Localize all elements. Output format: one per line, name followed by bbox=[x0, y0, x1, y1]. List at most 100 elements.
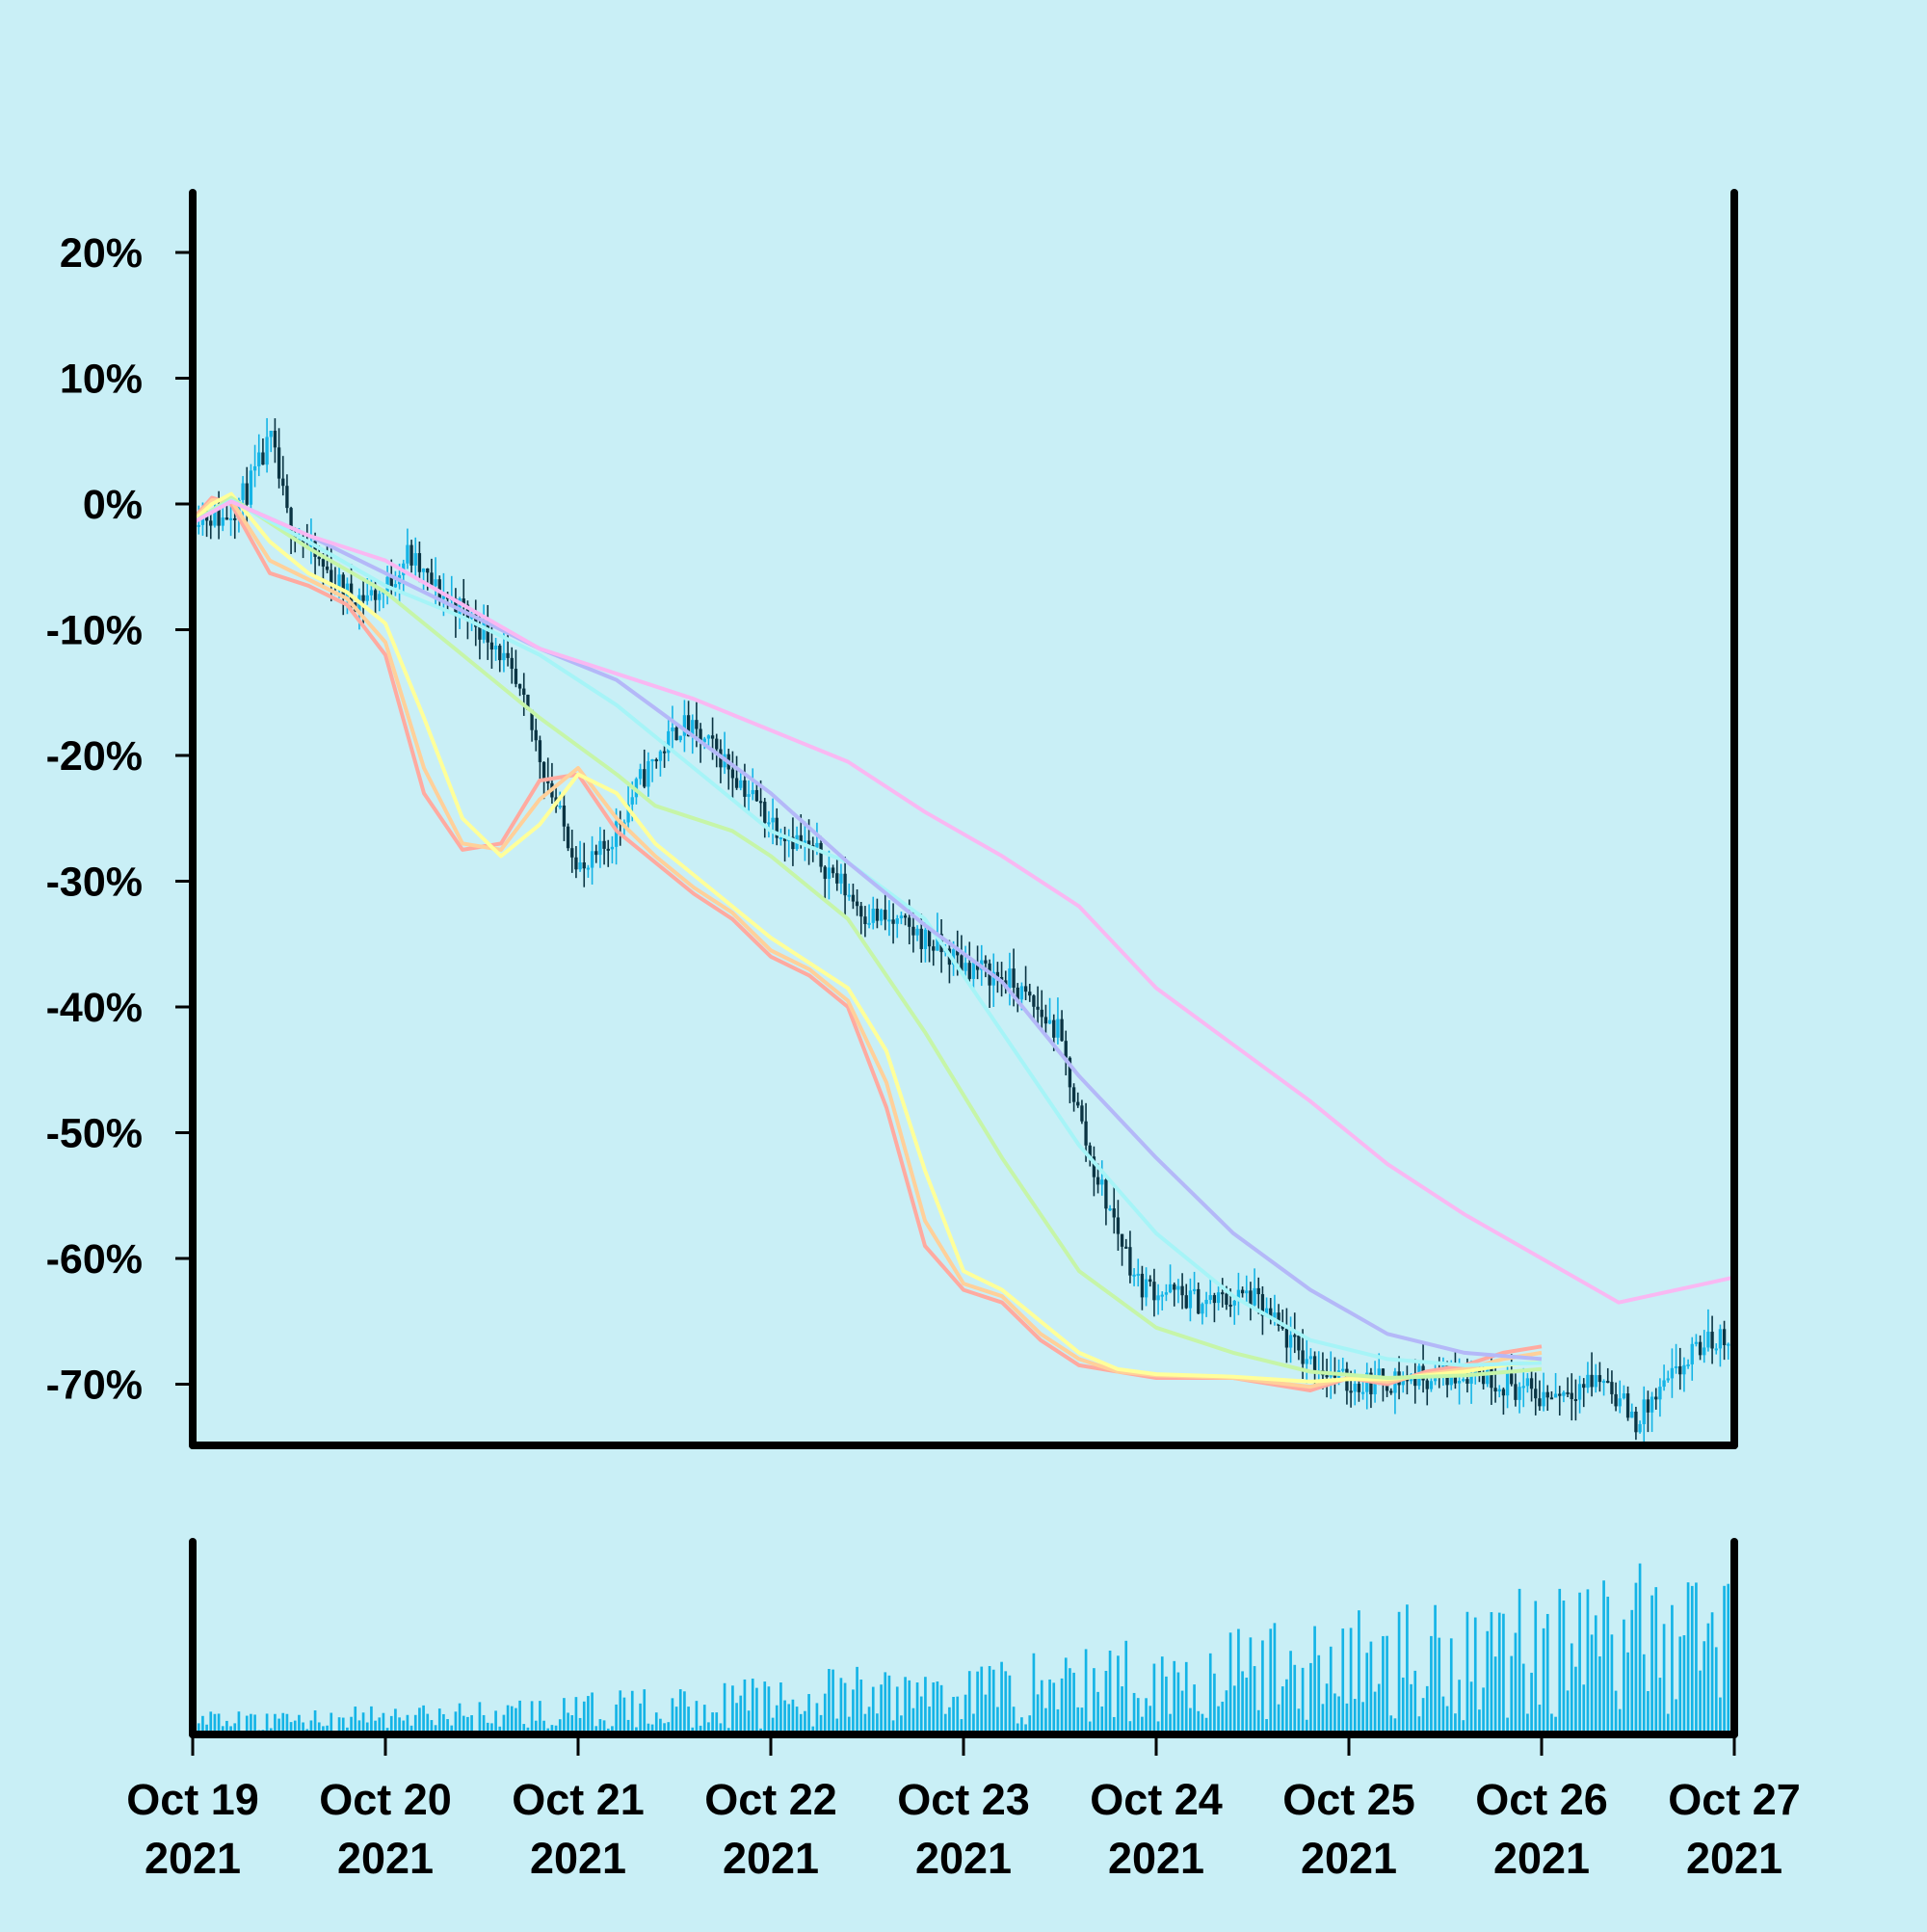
candle bbox=[915, 925, 919, 941]
moving-average-line bbox=[193, 495, 1543, 1380]
volume-bar bbox=[1329, 1646, 1333, 1734]
volume-bar bbox=[1590, 1634, 1594, 1734]
candle bbox=[823, 864, 827, 901]
y-tick-label: 0% bbox=[83, 482, 143, 528]
candle bbox=[743, 763, 747, 809]
candle bbox=[875, 898, 880, 929]
candle bbox=[1040, 990, 1043, 1032]
candle bbox=[277, 428, 281, 489]
volume-bar bbox=[1176, 1672, 1180, 1734]
candle bbox=[1538, 1380, 1542, 1411]
candle bbox=[654, 757, 658, 769]
volume-bar bbox=[1558, 1588, 1562, 1734]
volume-bar bbox=[1069, 1668, 1071, 1734]
volume-bar bbox=[494, 1710, 497, 1734]
candle bbox=[847, 883, 851, 901]
volume-bar bbox=[490, 1723, 493, 1734]
volume-bar bbox=[1594, 1615, 1597, 1734]
volume-bar bbox=[1514, 1632, 1518, 1734]
candle bbox=[1542, 1372, 1545, 1412]
volume-bar bbox=[815, 1703, 819, 1734]
volume-bar bbox=[919, 1696, 923, 1734]
volume-bar bbox=[871, 1686, 875, 1734]
candle bbox=[927, 925, 932, 963]
volume-bar bbox=[1361, 1702, 1364, 1734]
volume-bar bbox=[365, 1722, 369, 1734]
candle bbox=[671, 705, 674, 749]
volume-bar bbox=[1321, 1704, 1325, 1734]
volume-bar bbox=[1406, 1604, 1409, 1734]
candle bbox=[478, 614, 482, 660]
volume-bar bbox=[1036, 1694, 1040, 1734]
y-tick-label: 10% bbox=[60, 357, 143, 403]
volume-bar bbox=[1100, 1706, 1104, 1734]
volume-bar bbox=[811, 1726, 815, 1734]
candle bbox=[991, 953, 995, 1007]
volume-bar bbox=[1265, 1719, 1268, 1734]
candle bbox=[1573, 1379, 1578, 1421]
volume-bar bbox=[1337, 1696, 1340, 1734]
candle bbox=[647, 752, 650, 797]
candle bbox=[1606, 1367, 1610, 1384]
volume-bar bbox=[695, 1701, 699, 1734]
candle bbox=[827, 850, 832, 900]
volume-bar bbox=[1654, 1587, 1658, 1734]
volume-bar bbox=[1566, 1690, 1570, 1734]
volume-bar bbox=[807, 1694, 810, 1734]
candle bbox=[1678, 1347, 1682, 1390]
candle bbox=[1529, 1369, 1534, 1402]
volume-bar bbox=[1542, 1628, 1545, 1734]
volume-bar bbox=[819, 1714, 823, 1734]
volume-bar bbox=[839, 1678, 843, 1734]
candle bbox=[417, 542, 422, 583]
candle bbox=[1545, 1385, 1549, 1412]
volume-bar bbox=[478, 1702, 482, 1734]
volume-bar bbox=[1686, 1582, 1690, 1734]
volume-bar bbox=[454, 1711, 458, 1734]
volume-bar bbox=[723, 1682, 726, 1734]
candle bbox=[863, 906, 867, 938]
candle bbox=[281, 456, 285, 496]
candle bbox=[1032, 993, 1036, 1021]
volume-bar bbox=[1675, 1699, 1677, 1734]
candle bbox=[867, 904, 871, 929]
volume-bar bbox=[1084, 1649, 1088, 1734]
candle bbox=[1253, 1268, 1256, 1309]
candle bbox=[578, 840, 582, 872]
volume-bar bbox=[988, 1666, 991, 1734]
candle bbox=[1160, 1291, 1164, 1310]
volume-bar bbox=[1510, 1655, 1514, 1734]
volume-bar bbox=[715, 1712, 719, 1734]
y-tick-label: -40% bbox=[46, 985, 143, 1031]
volume-bar bbox=[1638, 1563, 1642, 1734]
candle bbox=[514, 649, 518, 688]
candle bbox=[413, 537, 417, 579]
volume-bar bbox=[1719, 1697, 1722, 1734]
volume-bar bbox=[1614, 1690, 1618, 1734]
y-tick-label: -20% bbox=[46, 733, 143, 780]
candle bbox=[1634, 1406, 1638, 1441]
volume-bar bbox=[1121, 1686, 1123, 1734]
candle bbox=[964, 945, 967, 981]
volume-bar bbox=[341, 1717, 345, 1734]
volume-bar bbox=[1232, 1685, 1236, 1734]
volume-bar bbox=[233, 1723, 237, 1734]
candle bbox=[1188, 1278, 1193, 1322]
candle bbox=[1646, 1390, 1650, 1433]
volume-bar bbox=[1410, 1683, 1412, 1734]
volume-bar bbox=[843, 1682, 847, 1734]
volume-bar bbox=[591, 1692, 594, 1734]
volume-bar bbox=[622, 1697, 626, 1734]
volume-bar bbox=[422, 1705, 425, 1734]
volume-bar bbox=[1093, 1668, 1095, 1734]
volume-bar bbox=[1128, 1721, 1132, 1734]
volume-bar bbox=[1658, 1678, 1662, 1734]
candle bbox=[851, 883, 856, 910]
volume-bar bbox=[506, 1705, 510, 1734]
x-tick-label: Oct 25 bbox=[1282, 1775, 1415, 1824]
candle bbox=[586, 864, 591, 878]
candle bbox=[1036, 986, 1040, 1027]
volume-bar bbox=[1145, 1698, 1148, 1734]
volume-bar bbox=[217, 1713, 221, 1734]
candle bbox=[803, 821, 807, 861]
